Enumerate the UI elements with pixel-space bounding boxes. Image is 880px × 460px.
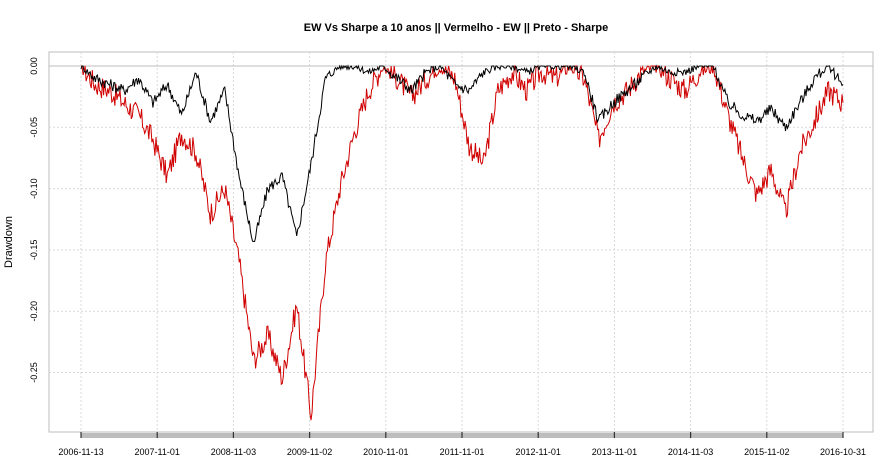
y-axis-label: Drawdown	[3, 216, 15, 268]
y-tick-label: -0.25	[29, 362, 39, 383]
series-line-sharpe	[80, 64, 844, 242]
x-tick-label: 2009-11-02	[287, 447, 332, 457]
x-tick-label: 2008-11-03	[211, 447, 256, 457]
y-tick-label: -0.20	[29, 301, 39, 322]
x-axis: 2006-11-13 2007-11-01 2008-11-03 2009-11-02…	[58, 432, 866, 457]
x-tick-label: 2014-11-03	[668, 447, 713, 457]
x-tick-label: 2015-11-02	[744, 447, 789, 457]
plot-area: 0.00 -0.05 -0.10 -0.15 -0.20 -0.25 2006-11-13…	[29, 51, 874, 457]
x-tick-label: 2006-11-13	[58, 447, 103, 457]
x-tick-label: 2007-11-01	[135, 447, 180, 457]
y-tick-label: 0.00	[29, 57, 39, 75]
grid-lines	[49, 52, 873, 432]
y-axis: 0.00 -0.05 -0.10 -0.15 -0.20 -0.25	[29, 57, 39, 383]
series-line-ew	[81, 64, 844, 421]
chart-title: EW Vs Sharpe a 10 anos || Vermelho - EW …	[304, 22, 609, 34]
y-tick-label: -0.05	[29, 117, 39, 138]
y-tick-label: -0.15	[29, 240, 39, 261]
x-tick-label: 2016-10-31	[820, 447, 866, 457]
x-tick-label: 2011-11-01	[440, 447, 485, 457]
x-tick-label: 2012-11-01	[516, 447, 561, 457]
x-tick-label: 2010-11-01	[363, 447, 408, 457]
y-tick-label: -0.10	[29, 178, 39, 199]
x-tick-label: 2013-11-01	[592, 447, 637, 457]
